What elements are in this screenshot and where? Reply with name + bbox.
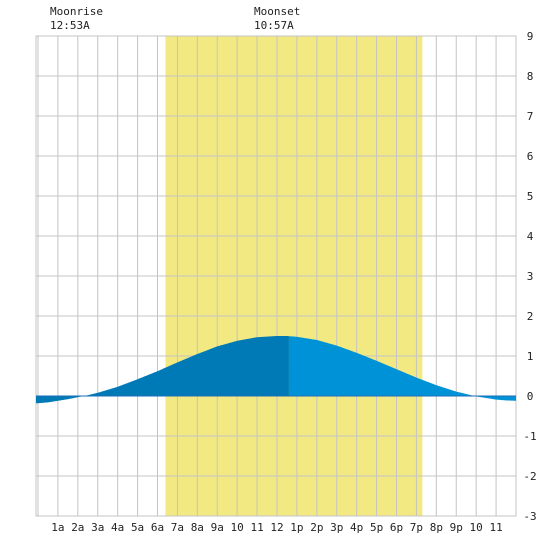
y-tick-label: -1 (523, 430, 536, 443)
x-tick-label: 6a (151, 521, 164, 534)
y-tick-label: -2 (523, 470, 536, 483)
x-tick-label: 8p (430, 521, 443, 534)
x-tick-label: 8a (191, 521, 204, 534)
x-tick-label: 5p (370, 521, 383, 534)
x-tick-label: 2a (71, 521, 84, 534)
x-tick-label: 7a (171, 521, 184, 534)
x-tick-label: 10 (231, 521, 244, 534)
x-tick-label: 2p (310, 521, 323, 534)
x-tick-label: 11 (489, 521, 502, 534)
x-tick-label: 9p (450, 521, 463, 534)
y-tick-label: 8 (527, 70, 534, 83)
x-tick-label: 4p (350, 521, 363, 534)
x-tick-label: 10 (470, 521, 483, 534)
plot-border (35, 35, 517, 517)
y-tick-label: 4 (527, 230, 534, 243)
y-tick-label: 6 (527, 150, 534, 163)
x-tick-label: 6p (390, 521, 403, 534)
y-tick-label: -3 (523, 510, 536, 523)
x-tick-label: 9a (211, 521, 224, 534)
x-tick-label: 3a (91, 521, 104, 534)
x-tick-label: 11 (250, 521, 263, 534)
moonset-time: 10:57A (254, 19, 294, 32)
x-tick-label: 4a (111, 521, 124, 534)
y-tick-label: 2 (527, 310, 534, 323)
y-tick-label: 1 (527, 350, 534, 363)
x-tick-label: 1p (290, 521, 303, 534)
x-tick-label: 5a (131, 521, 144, 534)
moonrise-time: 12:53A (50, 19, 90, 32)
x-tick-label: 7p (410, 521, 423, 534)
y-tick-label: 9 (527, 30, 534, 43)
y-tick-label: 5 (527, 190, 534, 203)
tide-area-future (288, 336, 516, 401)
y-tick-label: 7 (527, 110, 534, 123)
x-tick-label: 12 (270, 521, 283, 534)
moonset-label: Moonset (254, 5, 300, 18)
moonrise-label: Moonrise (50, 5, 103, 18)
tide-area-past (36, 336, 289, 404)
y-tick-label: 0 (527, 390, 534, 403)
x-tick-label: 3p (330, 521, 343, 534)
y-tick-label: 3 (527, 270, 534, 283)
x-tick-label: 1a (51, 521, 64, 534)
